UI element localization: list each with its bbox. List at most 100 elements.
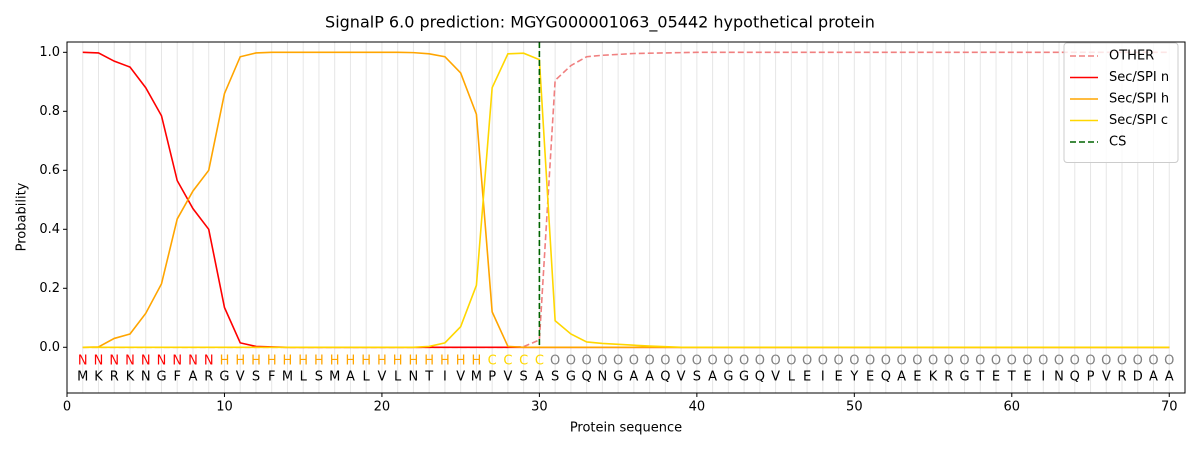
region-label: C xyxy=(488,354,497,369)
region-label: N xyxy=(188,354,198,369)
region-label: O xyxy=(833,354,843,369)
region-label: H xyxy=(251,354,261,369)
series-line xyxy=(82,51,1170,349)
region-label: O xyxy=(1054,354,1064,369)
residue: A xyxy=(189,370,198,385)
residue: F xyxy=(268,370,275,385)
residue: P xyxy=(1087,370,1095,385)
region-label: O xyxy=(613,354,623,369)
region-label: H xyxy=(393,354,403,369)
region-label: O xyxy=(739,354,749,369)
region-label: O xyxy=(755,354,765,369)
x-tick-label: 50 xyxy=(846,400,863,415)
residue: P xyxy=(488,370,496,385)
residue: A xyxy=(535,370,544,385)
x-axis-label: Protein sequence xyxy=(570,421,682,436)
residue: Q xyxy=(881,370,891,385)
region-label: O xyxy=(1038,354,1048,369)
region-label: C xyxy=(535,354,544,369)
region-label: H xyxy=(346,354,356,369)
residue: G xyxy=(739,370,749,385)
legend: OTHER Sec/SPI n Sec/SPI h Sec/SPI c CS xyxy=(1063,42,1179,163)
region-label: O xyxy=(959,354,969,369)
residue: E xyxy=(866,370,874,385)
region-label: O xyxy=(1085,354,1095,369)
region-label: O xyxy=(896,354,906,369)
residue: G xyxy=(613,370,623,385)
residue: E xyxy=(803,370,811,385)
region-label: O xyxy=(629,354,639,369)
residue: A xyxy=(708,370,717,385)
region-label: O xyxy=(849,354,859,369)
region-label: H xyxy=(361,354,371,369)
residue: G xyxy=(566,370,576,385)
region-label: N xyxy=(125,354,135,369)
residue: E xyxy=(913,370,921,385)
series-line xyxy=(82,51,1170,349)
region-label: O xyxy=(818,354,828,369)
residue: Y xyxy=(849,370,858,385)
residue: E xyxy=(992,370,1000,385)
y-tick-label: 1.0 xyxy=(39,45,60,60)
region-label: H xyxy=(440,354,450,369)
region-label: H xyxy=(298,354,308,369)
x-tick-label: 60 xyxy=(1004,400,1021,415)
residue: V xyxy=(677,370,686,385)
legend-label: Sec/SPI n xyxy=(1109,70,1169,85)
legend-label: Sec/SPI h xyxy=(1109,92,1169,107)
region-label: O xyxy=(928,354,938,369)
region-label: O xyxy=(645,354,655,369)
x-tick-label: 40 xyxy=(689,400,706,415)
series-line xyxy=(82,51,1170,349)
region-label: H xyxy=(424,354,434,369)
residue: N xyxy=(409,370,419,385)
region-label: O xyxy=(1070,354,1080,369)
residue: R xyxy=(204,370,213,385)
residue: A xyxy=(346,370,355,385)
residue: M xyxy=(77,370,88,385)
region-label: O xyxy=(802,354,812,369)
legend-label: OTHER xyxy=(1109,49,1154,64)
x-tick-label: 20 xyxy=(374,400,391,415)
residue: K xyxy=(126,370,135,385)
residue: L xyxy=(394,370,402,385)
region-label: O xyxy=(1148,354,1158,369)
residue: A xyxy=(629,370,638,385)
region-label: O xyxy=(1117,354,1127,369)
x-tick-label: 10 xyxy=(216,400,233,415)
legend-label: Sec/SPI c xyxy=(1109,113,1168,128)
residue: R xyxy=(944,370,953,385)
region-label: C xyxy=(503,354,512,369)
residue: I xyxy=(1041,370,1045,385)
region-label: O xyxy=(1164,354,1174,369)
x-tick-label: 0 xyxy=(63,400,71,415)
region-label: O xyxy=(770,354,780,369)
region-label: H xyxy=(472,354,482,369)
region-label: O xyxy=(1101,354,1111,369)
residue: N xyxy=(598,370,608,385)
x-tick-label: 30 xyxy=(531,400,548,415)
region-label: N xyxy=(172,354,182,369)
region-label: O xyxy=(1007,354,1017,369)
residue: L xyxy=(788,370,796,385)
region-label: H xyxy=(235,354,245,369)
region-label: O xyxy=(975,354,985,369)
region-label: N xyxy=(78,354,88,369)
region-label: H xyxy=(456,354,466,369)
y-tick-label: 0.4 xyxy=(39,222,60,237)
region-label: H xyxy=(220,354,230,369)
region-label: O xyxy=(660,354,670,369)
region-label: H xyxy=(409,354,419,369)
plot-frame xyxy=(66,41,1186,394)
x-tick-label: 70 xyxy=(1161,400,1178,415)
region-label: H xyxy=(377,354,387,369)
residue: F xyxy=(173,370,180,385)
region-label: N xyxy=(141,354,151,369)
region-label: N xyxy=(94,354,104,369)
residue: S xyxy=(551,370,559,385)
residue: K xyxy=(929,370,938,385)
residue: A xyxy=(897,370,906,385)
residue: E xyxy=(1023,370,1031,385)
residue: V xyxy=(456,370,465,385)
region-label: O xyxy=(582,354,592,369)
